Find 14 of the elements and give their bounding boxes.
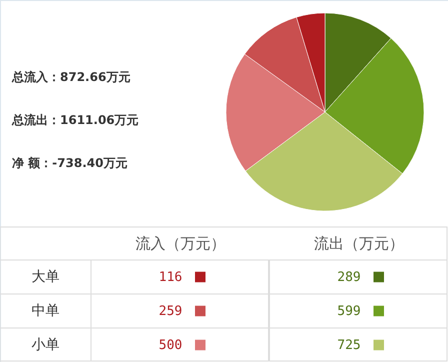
data-label: 500: [158, 338, 182, 353]
text: 总流出：1611.06万元: [11, 113, 139, 127]
data-label: 599: [337, 304, 361, 319]
y-tick-label: 大单: [32, 269, 60, 285]
data-label: 289: [337, 270, 361, 285]
data-label: 116: [158, 270, 182, 285]
text: 总流入：872.66万元: [11, 70, 130, 84]
data-label: 725: [337, 338, 361, 353]
x-tick-label: 流出（万元）: [314, 234, 404, 252]
x-tick-label: 流入（万元）: [135, 234, 226, 252]
text: 净 额：-738.40万元: [12, 156, 128, 170]
y-tick-label: 小单: [32, 337, 60, 353]
data-label: 259: [158, 304, 182, 319]
y-tick-label: 中单: [32, 303, 60, 319]
